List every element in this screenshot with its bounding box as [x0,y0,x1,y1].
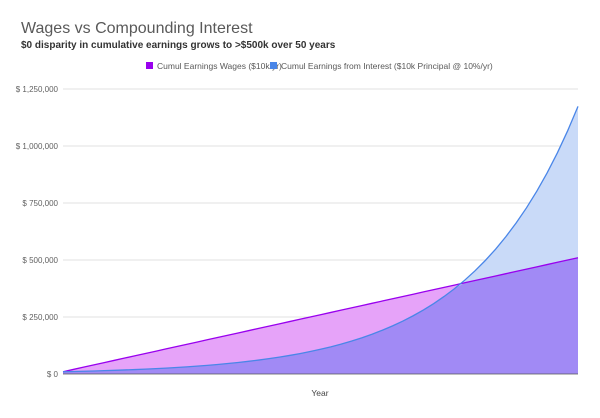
legend-label-wages: Cumul Earnings Wages ($10k/yr) [157,61,282,71]
legend-label-interest: Cumul Earnings from Interest ($10k Princ… [281,61,493,71]
plot-area [62,106,579,374]
y-tick-label: $ 500,000 [22,256,58,265]
series-area-overlap [63,257,578,374]
legend-swatch-wages [146,62,153,69]
series-line-interest [62,106,579,373]
y-axis-ticks: $ 0 $ 250,000 $ 500,000 $ 750,000 $ 1,000,00… [16,85,59,379]
x-axis-label: Year [311,388,328,398]
y-tick-label: $ 0 [47,370,59,379]
y-tick-label: $ 1,000,000 [16,142,59,151]
legend: Cumul Earnings Wages ($10k/yr) Cumul Ear… [146,61,493,71]
y-tick-label: $ 1,250,000 [16,85,59,94]
y-tick-label: $ 750,000 [22,199,58,208]
y-tick-label: $ 250,000 [22,313,58,322]
series-line-wages [62,257,579,373]
chart-title: Wages vs Compounding Interest [21,20,253,37]
chart-subtitle: $0 disparity in cumulative earnings grow… [21,40,336,51]
legend-swatch-interest [270,62,277,69]
